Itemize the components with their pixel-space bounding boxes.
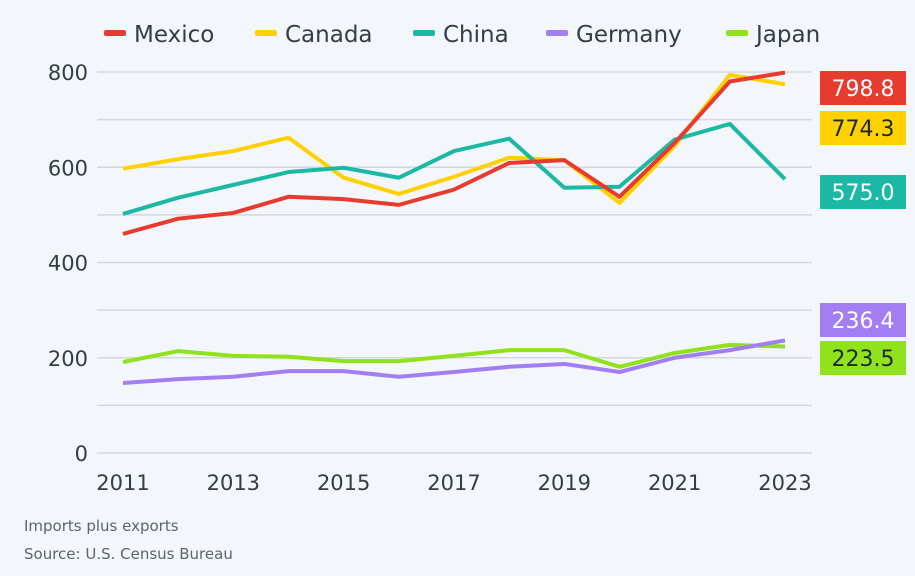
end-value-labels: 798.8 774.3 575.0 236.4 223.5 (820, 71, 906, 375)
y-tick-label: 800 (48, 61, 88, 85)
series-line-china (122, 121, 787, 216)
x-tick-label: 2023 (758, 471, 811, 495)
x-tick-label: 2011 (96, 471, 149, 495)
series-lines (122, 70, 787, 385)
legend-item-canada: Canada (255, 22, 373, 48)
end-label-mexico: 798.8 (820, 71, 906, 105)
series-line-mexico (122, 70, 786, 236)
y-tick-label: 0 (75, 442, 88, 466)
series-line-japan (122, 342, 786, 369)
legend-item-japan: Japan (726, 22, 820, 48)
end-label-box (820, 175, 906, 209)
x-tick-label: 2015 (317, 471, 370, 495)
legend-label: China (443, 22, 509, 48)
end-label-china: 575.0 (820, 175, 906, 209)
x-axis-ticks: 2011 2013 2015 2017 2019 2021 2023 (96, 471, 811, 495)
end-label-box (820, 303, 906, 337)
legend-swatch (413, 30, 435, 36)
x-tick-label: 2019 (538, 471, 591, 495)
legend-swatch (255, 30, 277, 36)
legend-swatch (546, 30, 568, 36)
legend-item-mexico: Mexico (104, 22, 214, 48)
legend-swatch (726, 30, 748, 36)
legend-label: Canada (285, 22, 373, 48)
legend-swatch (104, 30, 126, 36)
legend-label: Mexico (134, 22, 214, 48)
x-tick-label: 2021 (648, 471, 701, 495)
series-line-canada (122, 72, 786, 205)
end-label-text: 798.8 (832, 77, 895, 102)
legend-item-china: China (413, 22, 509, 48)
end-label-box (820, 111, 906, 145)
y-tick-label: 600 (48, 156, 88, 180)
footer-source: Source: U.S. Census Bureau (24, 545, 233, 563)
end-label-canada: 774.3 (820, 111, 906, 145)
legend-label: Japan (754, 22, 820, 48)
series-line-germany (122, 338, 786, 385)
end-label-germany: 236.4 (820, 303, 906, 337)
footer-note: Imports plus exports (24, 517, 179, 535)
end-label-text: 223.5 (832, 347, 895, 372)
end-label-box (820, 71, 906, 105)
x-tick-label: 2013 (207, 471, 260, 495)
end-label-japan: 223.5 (820, 341, 906, 375)
legend-label: Germany (576, 22, 682, 48)
legend: Mexico Canada China Germany Japan (104, 22, 820, 48)
end-label-text: 774.3 (832, 117, 895, 142)
x-tick-label: 2017 (427, 471, 480, 495)
end-label-text: 236.4 (832, 309, 895, 334)
y-tick-label: 200 (48, 347, 88, 371)
y-axis-ticks: 0 200 400 600 800 (48, 61, 88, 466)
end-label-text: 575.0 (832, 181, 895, 206)
legend-item-germany: Germany (546, 22, 682, 48)
y-tick-label: 400 (48, 252, 88, 276)
end-label-box (820, 341, 906, 375)
